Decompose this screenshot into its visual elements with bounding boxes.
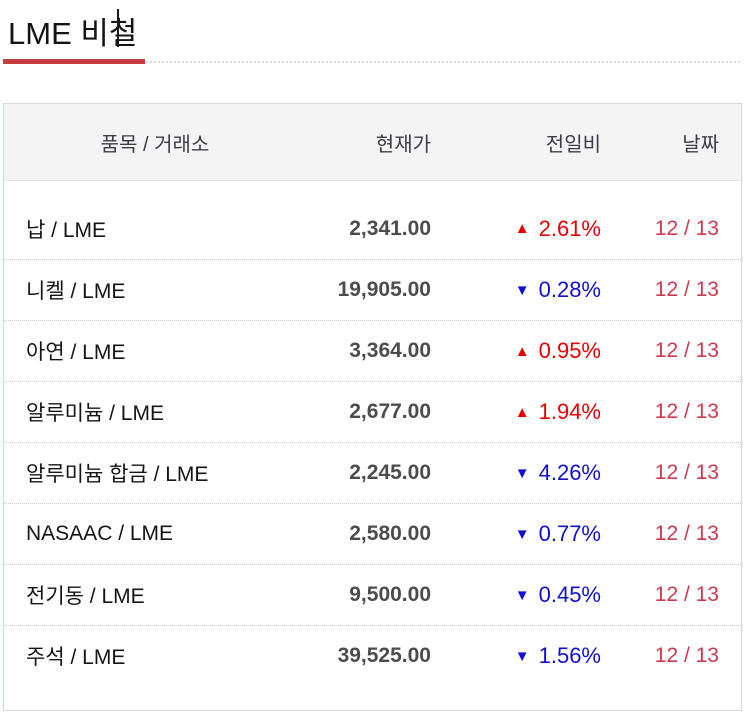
date-value: 12 / 13 — [654, 583, 719, 606]
down-arrow-icon: ▼ — [514, 586, 530, 604]
change-cell: ▲ 0.95% — [431, 338, 601, 364]
text-cursor — [117, 9, 119, 47]
page-title: LME 비철 — [8, 16, 138, 51]
item-name: 니켈 / LME — [26, 280, 126, 303]
table-row[interactable]: NASAAC / LME 2,580.00 ▼ 0.77% 12 / 13 — [4, 503, 741, 564]
current-price: 2,580.00 — [349, 522, 431, 545]
item-name: 아연 / LME — [26, 341, 126, 364]
up-arrow-icon: ▲ — [514, 342, 530, 360]
change-cell: ▼ 0.45% — [431, 582, 601, 608]
change-cell: ▼ 1.56% — [431, 643, 601, 669]
current-price: 2,341.00 — [349, 216, 431, 240]
table-row[interactable]: 니켈 / LME 19,905.00 ▼ 0.28% 12 / 13 — [4, 259, 741, 320]
current-price: 19,905.00 — [337, 278, 431, 301]
header-date: 날짜 — [682, 133, 719, 156]
date-value: 12 / 13 — [654, 278, 719, 301]
current-price: 9,500.00 — [349, 583, 431, 606]
change-percent: 0.45% — [538, 582, 601, 607]
change-cell: ▼ 0.77% — [431, 521, 601, 547]
header-divider — [3, 61, 740, 63]
item-name: NASAAC / LME — [26, 522, 174, 545]
table-body: 납 / LME 2,341.00 ▲ 2.61% 12 / 13 니켈 / LM… — [4, 181, 741, 710]
change-percent: 0.28% — [538, 277, 601, 302]
date-value: 12 / 13 — [654, 522, 719, 545]
change-percent: 4.26% — [538, 460, 601, 485]
up-arrow-icon: ▲ — [514, 403, 530, 421]
down-arrow-icon: ▼ — [514, 464, 530, 482]
change-cell: ▼ 4.26% — [431, 460, 601, 486]
up-arrow-icon: ▲ — [514, 220, 530, 237]
table-row[interactable]: 주석 / LME 39,525.00 ▼ 1.56% 12 / 13 — [4, 625, 741, 710]
header-price: 현재가 — [375, 133, 431, 156]
down-arrow-icon: ▼ — [514, 281, 530, 299]
date-value: 12 / 13 — [654, 461, 719, 484]
date-value: 12 / 13 — [654, 339, 719, 362]
date-value: 12 / 13 — [654, 400, 719, 423]
page-header: LME 비철 — [0, 0, 745, 103]
table-row[interactable]: 전기동 / LME 9,500.00 ▼ 0.45% 12 / 13 — [4, 564, 741, 625]
item-name: 주석 / LME — [26, 646, 126, 669]
change-cell: ▼ 0.28% — [431, 277, 601, 303]
current-price: 2,677.00 — [349, 400, 431, 423]
item-name: 알루미늄 / LME — [26, 402, 164, 425]
change-percent: 0.77% — [538, 521, 601, 546]
current-price: 2,245.00 — [349, 461, 431, 484]
date-value: 12 / 13 — [654, 644, 719, 667]
change-cell: ▲ 2.61% — [431, 216, 601, 242]
current-price: 3,364.00 — [349, 339, 431, 362]
date-value: 12 / 13 — [654, 216, 719, 240]
down-arrow-icon: ▼ — [514, 647, 530, 665]
item-name: 알루미늄 합금 / LME — [26, 463, 209, 486]
change-cell: ▲ 1.94% — [431, 399, 601, 425]
change-percent: 1.94% — [538, 399, 601, 424]
table-row[interactable]: 알루미늄 / LME 2,677.00 ▲ 1.94% 12 / 13 — [4, 381, 741, 442]
change-percent: 2.61% — [538, 215, 601, 241]
table-row[interactable]: 아연 / LME 3,364.00 ▲ 0.95% 12 / 13 — [4, 320, 741, 381]
accent-underline — [3, 59, 145, 64]
change-percent: 0.95% — [538, 338, 601, 363]
lme-price-table: 품목 / 거래소 현재가 전일비 날짜 납 / LME 2,341.00 ▲ 2… — [3, 103, 742, 711]
down-arrow-icon: ▼ — [514, 525, 530, 543]
item-name: 납 / LME — [26, 218, 107, 242]
current-price: 39,525.00 — [337, 644, 431, 667]
table-row[interactable]: 납 / LME 2,341.00 ▲ 2.61% 12 / 13 — [4, 181, 741, 259]
header-item: 품목 / 거래소 — [100, 133, 210, 156]
table-header-row: 품목 / 거래소 현재가 전일비 날짜 — [4, 104, 741, 181]
item-name: 전기동 / LME — [26, 585, 145, 608]
header-change: 전일비 — [545, 133, 601, 156]
change-percent: 1.56% — [538, 643, 601, 668]
table-row[interactable]: 알루미늄 합금 / LME 2,245.00 ▼ 4.26% 12 / 13 — [4, 442, 741, 503]
